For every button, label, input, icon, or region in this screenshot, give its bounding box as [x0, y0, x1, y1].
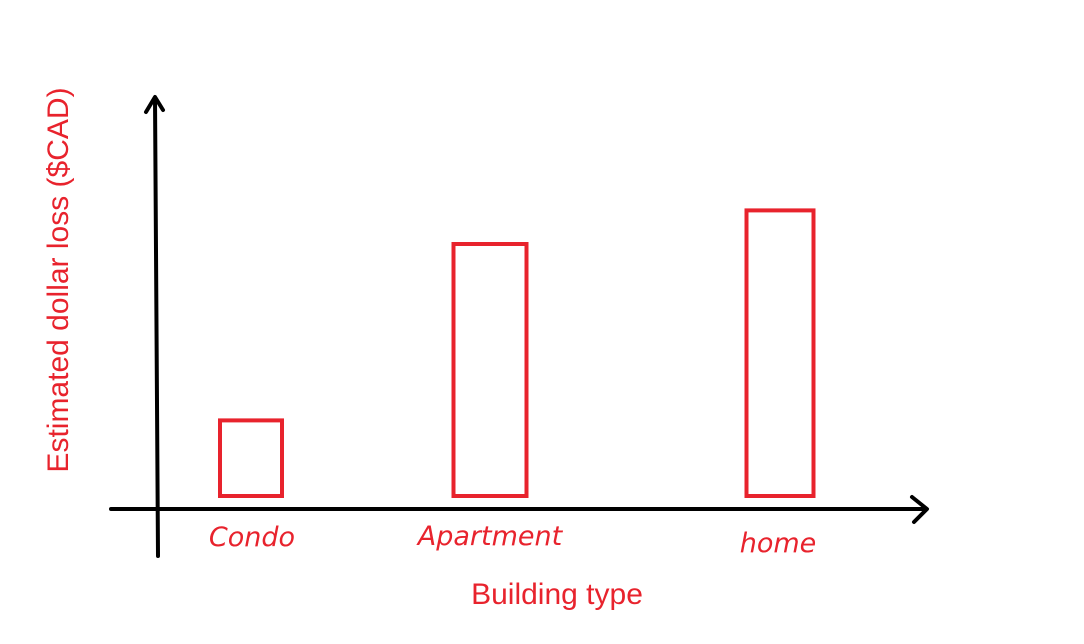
- y-axis: [144, 95, 165, 558]
- y-axis-arrowhead: [144, 95, 165, 114]
- bars-group: [218, 208, 816, 498]
- category-label-home: home: [740, 528, 817, 559]
- category-label-apartment: Apartment: [416, 521, 564, 552]
- category-label-condo: Condo: [209, 522, 295, 553]
- x-axis-arrowhead: [910, 495, 929, 524]
- x-axis-title: Building type: [471, 578, 643, 611]
- y-axis-title: Estimated dollar loss ($CAD): [42, 87, 75, 472]
- bar-condo: [218, 418, 284, 498]
- category-labels: Condo Apartment home: [209, 521, 816, 559]
- bar-home: [744, 208, 816, 498]
- x-axis: [109, 495, 929, 524]
- y-axis-line: [153, 96, 160, 558]
- bar-apartment: [451, 242, 529, 498]
